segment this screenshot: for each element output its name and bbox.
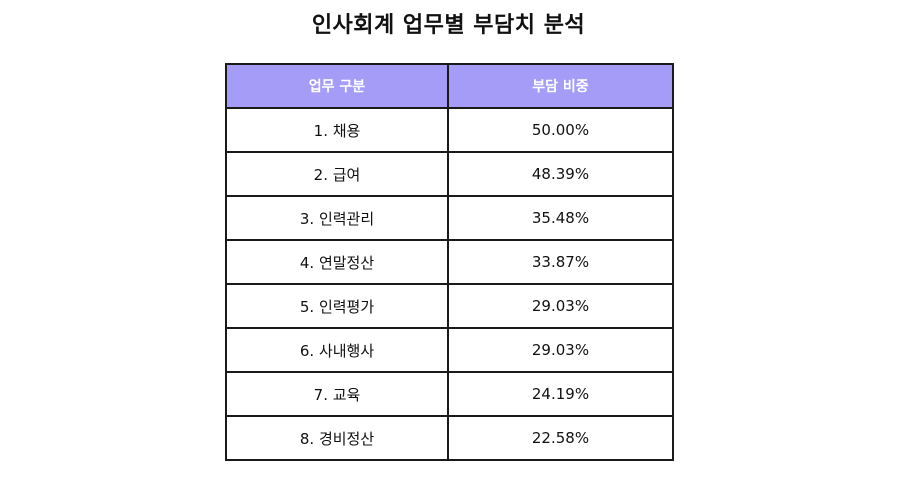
ratio-cell: 48.39% (447, 151, 674, 197)
table-header-row: 업무 구분 부담 비중 (225, 63, 674, 109)
task-cell: 3. 인력관리 (225, 195, 449, 241)
task-cell: 2. 급여 (225, 151, 449, 197)
task-cell: 7. 교육 (225, 371, 449, 417)
column-header-task: 업무 구분 (225, 63, 449, 109)
table-row: 8. 경비정산 22.58% (225, 415, 674, 461)
task-cell: 4. 연말정산 (225, 239, 449, 285)
ratio-cell: 29.03% (447, 327, 674, 373)
table-row: 7. 교육 24.19% (225, 371, 674, 417)
table-row: 2. 급여 48.39% (225, 151, 674, 197)
table-row: 4. 연말정산 33.87% (225, 239, 674, 285)
task-cell: 1. 채용 (225, 107, 449, 153)
table-row: 6. 사내행사 29.03% (225, 327, 674, 373)
ratio-cell: 22.58% (447, 415, 674, 461)
page-title: 인사회계 업무별 부담치 분석 (311, 13, 586, 38)
task-cell: 8. 경비정산 (225, 415, 449, 461)
table-row: 3. 인력관리 35.48% (225, 195, 674, 241)
ratio-cell: 35.48% (447, 195, 674, 241)
task-cell: 6. 사내행사 (225, 327, 449, 373)
table-row: 5. 인력평가 29.03% (225, 283, 674, 329)
ratio-cell: 33.87% (447, 239, 674, 285)
table-row: 1. 채용 50.00% (225, 107, 674, 153)
column-header-ratio: 부담 비중 (447, 63, 674, 109)
ratio-cell: 50.00% (447, 107, 674, 153)
ratio-cell: 29.03% (447, 283, 674, 329)
ratio-cell: 24.19% (447, 371, 674, 417)
task-cell: 5. 인력평가 (225, 283, 449, 329)
table-container: 업무 구분 부담 비중 1. 채용 50.00% 2. 급여 48.39% 3.… (225, 63, 674, 461)
burden-table: 업무 구분 부담 비중 1. 채용 50.00% 2. 급여 48.39% 3.… (225, 63, 674, 461)
